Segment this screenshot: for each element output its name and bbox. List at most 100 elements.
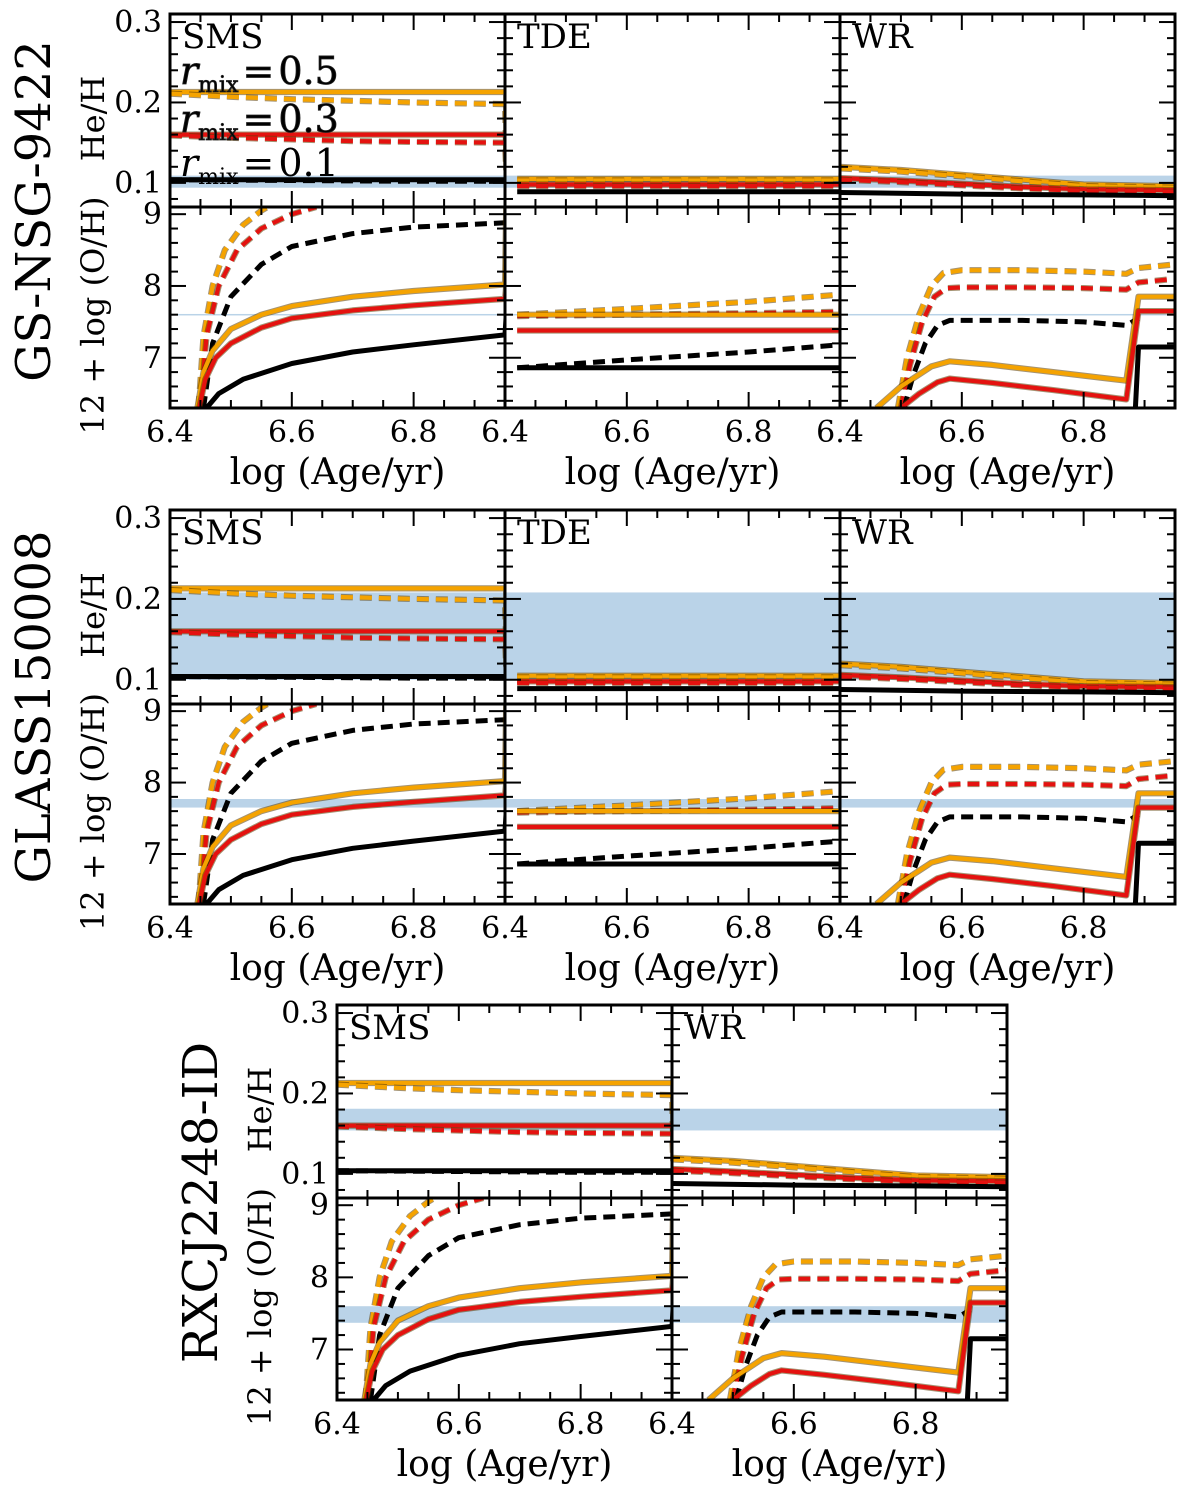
- GLASS150008-TDE-he-obs-band: [505, 592, 840, 680]
- legend-text: rmix = 0.3: [180, 97, 339, 146]
- GS-NSG-9422-WR-he-orange-dashed-line: [840, 166, 1175, 190]
- GLASS150008-SMS-he-orange-dashed-line: [170, 587, 505, 648]
- GLASS150008-TDE-oh-black-solid-line: [517, 838, 840, 867]
- GS-NSG-9422-SMS-oh-orange-solid-line: [195, 207, 505, 408]
- GLASS150008-WR-oh-frame: [838, 702, 1177, 906]
- RXCJ2248-ID-SMS-he-red-solid-line: [337, 1123, 672, 1162]
- GLASS150008-SMS-he-orange-solid-line: [170, 586, 505, 650]
- legend-r: r: [180, 49, 201, 93]
- panel-title-WR: WR: [684, 1008, 746, 1048]
- GLASS150008-SMS-oh-red-solid-line: [197, 782, 505, 904]
- GLASS150008-SMS-oh-ytick-label: 9: [143, 694, 162, 729]
- GS-NSG-9422-TDE-he-orange-solid-line: [517, 164, 840, 181]
- GS-NSG-9422-TDE-oh-black-solid-line: [517, 342, 840, 371]
- legend-text: rmix = 0.1: [180, 141, 339, 190]
- oh-axis-label: 12 + log (O/H): [241, 1188, 279, 1426]
- GLASS150008-SMS-he-obs-band: [170, 592, 505, 680]
- GS-NSG-9422-WR-oh-xtick-label: 6.6: [938, 415, 986, 450]
- legend-item-0.1: rmix = 0.1: [180, 141, 339, 190]
- GLASS150008-WR-he-red-dashed-line: [840, 674, 1175, 691]
- GS-NSG-9422-SMS-oh-xtick-label: 6.8: [390, 415, 438, 450]
- GS-NSG-9422-TDE-oh-series-group: [517, 207, 840, 371]
- GS-NSG-9422-TDE-he-series-group: [517, 149, 840, 195]
- RXCJ2248-ID-SMS-he-ytick-label: 0.3: [281, 996, 329, 1031]
- panel-title-TDE: TDE: [517, 17, 592, 57]
- oh-axis-label: 12 + log (O/H): [74, 197, 112, 435]
- galaxy-name-label: GLASS150008: [6, 530, 62, 883]
- GS-NSG-9422-TDE-oh-xtick-label: 6.6: [603, 415, 651, 450]
- RXCJ2248-ID-WR-he-band-group: [672, 1108, 1007, 1131]
- RXCJ2248-ID-SMS-oh-series-group: [361, 1198, 672, 1400]
- RXCJ2248-ID-SMS-oh-black-solid-line: [371, 1306, 672, 1400]
- panel-title-SMS: SMS: [349, 1008, 430, 1048]
- GLASS150008-TDE-oh-red-solid-line: [517, 808, 840, 830]
- GS-NSG-9422-WR-oh-obs-band: [840, 313, 1175, 316]
- RXCJ2248-ID-SMS-he-red-dashed-line: [337, 1124, 672, 1161]
- GS-NSG-9422-WR-oh-xtick-label: 6.8: [1060, 415, 1108, 450]
- RXCJ2248-ID-SMS-oh-ytick-label: 9: [310, 1188, 329, 1223]
- GS-NSG-9422-WR-oh-red-solid-line: [899, 309, 1175, 408]
- x-axis-label: log (Age/yr): [900, 452, 1116, 493]
- GLASS150008-WR-oh-xtick-label: 6.4: [816, 911, 864, 946]
- GLASS150008-SMS-oh-ytick-label: 8: [143, 766, 162, 801]
- GS-NSG-9422-WR-oh-frame: [838, 205, 1177, 410]
- x-axis-label: log (Age/yr): [565, 452, 781, 493]
- GLASS150008-WR-oh-series-group: [874, 758, 1175, 904]
- legend-r: r: [180, 97, 201, 141]
- GS-NSG-9422-TDE-oh-xtick-label: 6.8: [725, 415, 773, 450]
- GLASS150008-TDE-he-band-group: [505, 592, 840, 680]
- legend-r: r: [180, 141, 201, 185]
- GLASS150008-SMS-oh-black-solid-line: [204, 810, 505, 904]
- GLASS150008-WR-oh-black-dashed-line: [901, 812, 1140, 904]
- RXCJ2248-ID-SMS-he-black-dashed-line: [337, 1168, 672, 1175]
- he-axis-label: He/H: [241, 1067, 279, 1153]
- GLASS150008-TDE-oh-orange-solid-line: [517, 757, 840, 814]
- GS-NSG-9422-SMS-oh-orange-dashed-line: [196, 207, 272, 408]
- RXCJ2248-ID-SMS-oh-red-solid-line: [364, 1277, 672, 1400]
- GLASS150008-SMS-oh-xtick-label: 6.4: [146, 911, 194, 946]
- panel-GLASS150008-TDE: 6.4 6.6 6.8 TDE log (Age/yr): [481, 508, 842, 989]
- GS-NSG-9422-WR-he-red-dashed-line: [840, 177, 1175, 194]
- RXCJ2248-ID-SMS-oh-line-4-edge: [363, 1277, 672, 1400]
- GS-NSG-9422-SMS-he-orange-solid-line: [170, 89, 505, 153]
- RXCJ2248-ID-WR-oh-band-group: [672, 1306, 1007, 1323]
- legend-item-0.3: rmix = 0.3: [180, 97, 340, 147]
- GLASS150008-WR-oh-band-group: [840, 799, 1175, 808]
- RXCJ2248-ID-SMS-he-ytick-label: 0.2: [281, 1076, 329, 1111]
- GLASS150008-SMS-oh-ytick-label: 7: [143, 837, 162, 872]
- GLASS150008-TDE-he-series-group: [517, 646, 840, 692]
- GLASS150008-TDE-oh-black-dashed-line: [517, 838, 840, 867]
- GLASS150008-WR-he-series-group: [840, 660, 1175, 696]
- RXCJ2248-ID-SMS-oh-orange-dashed-line: [363, 1198, 439, 1400]
- GLASS150008-SMS-oh-xtick-label: 6.8: [390, 911, 438, 946]
- GLASS150008-SMS-he-ytick-label: 0.2: [114, 582, 162, 617]
- legend-sub: mix: [198, 165, 239, 190]
- RXCJ2248-ID-SMS-he-black-solid-line: [337, 1168, 672, 1183]
- legend-value: 0.3: [278, 97, 338, 141]
- GLASS150008-SMS-oh-obs-band: [170, 799, 505, 808]
- he-axis-label: He/H: [74, 572, 112, 658]
- RXCJ2248-ID-SMS-he-orange-solid-line: [337, 1080, 672, 1144]
- legend-eq: =: [242, 49, 274, 93]
- GS-NSG-9422-TDE-he-black-solid-line: [517, 189, 840, 195]
- RXCJ2248-ID-SMS-oh-xtick-label: 6.8: [557, 1407, 605, 1442]
- legend-sub: mix: [198, 121, 239, 146]
- GLASS150008-WR-oh-xtick-label: 6.8: [1060, 911, 1108, 946]
- GLASS150008-SMS-he-red-solid-line: [170, 629, 505, 668]
- GS-NSG-9422-SMS-he-series-group: [170, 88, 505, 192]
- RXCJ2248-ID-SMS-he-series-group: [337, 1079, 672, 1183]
- GS-NSG-9422-SMS-oh-ytick-label: 7: [143, 341, 162, 376]
- GS-NSG-9422-TDE-oh-orange-solid-line: [517, 260, 840, 317]
- RXCJ2248-ID-SMS-oh-xtick-label: 6.6: [435, 1407, 483, 1442]
- RXCJ2248-ID-WR-he-series-group: [672, 1154, 1007, 1190]
- galaxy-name-label: GS-NSG-9422: [6, 40, 62, 382]
- legend-sub: mix: [198, 73, 239, 98]
- GS-NSG-9422-SMS-oh-ytick-label: 8: [143, 269, 162, 304]
- legend-text: rmix = 0.5: [180, 49, 339, 98]
- RXCJ2248-ID-SMS-he-orange-dashed-line: [337, 1082, 672, 1142]
- GS-NSG-9422-TDE-oh-black-dashed-line: [517, 342, 840, 371]
- RXCJ2248-ID-SMS-oh-xtick-label: 6.4: [313, 1407, 361, 1442]
- legend-value: 0.1: [278, 141, 338, 185]
- galaxy-name-label: RXCJ2248-ID: [173, 1042, 229, 1363]
